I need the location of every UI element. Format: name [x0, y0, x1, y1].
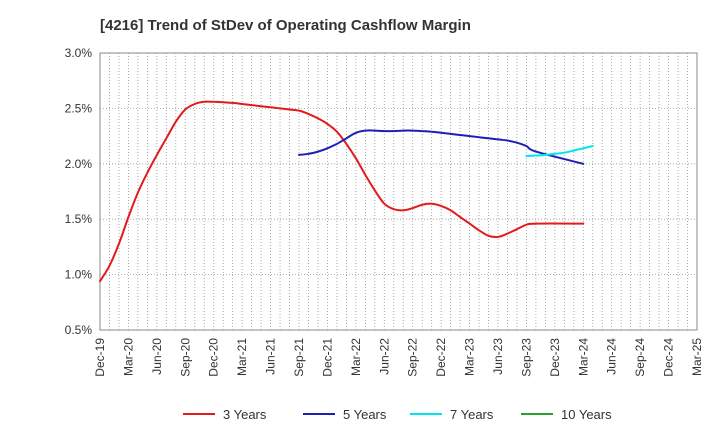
x-tick-label: Jun-22	[377, 338, 391, 375]
x-tick-label: Dec-23	[548, 338, 562, 377]
x-tick-label: Mar-20	[121, 338, 135, 376]
x-tick-label: Sep-23	[519, 338, 533, 377]
y-tick-label: 0.5%	[65, 323, 93, 337]
x-tick-label: Sep-22	[406, 338, 420, 377]
y-axis: 0.5% 1.0% 1.5% 2.0% 2.5% 3.0%	[65, 46, 93, 337]
x-tick-label: Dec-19	[93, 338, 107, 377]
x-tick-label: Dec-24	[662, 338, 676, 377]
legend: 3 Years 5 Years 7 Years 10 Years	[183, 407, 612, 422]
x-tick-label: Sep-21	[292, 338, 306, 377]
series-line-3	[525, 145, 594, 157]
legend-label-2: 5 Years	[343, 407, 387, 422]
y-tick-label: 1.0%	[65, 268, 93, 282]
series-line-2	[298, 129, 585, 165]
x-tick-label: Mar-22	[349, 338, 363, 376]
legend-label-3: 7 Years	[450, 407, 494, 422]
chart-title: [4216] Trend of StDev of Operating Cashf…	[100, 17, 471, 34]
y-tick-label: 2.0%	[65, 157, 93, 171]
x-tick-label: Mar-23	[463, 338, 477, 376]
legend-label-4: 10 Years	[561, 407, 612, 422]
y-tick-label: 1.5%	[65, 212, 93, 226]
x-tick-label: Sep-20	[178, 338, 192, 377]
x-tick-label: Sep-24	[633, 338, 647, 377]
series-line-1	[99, 100, 585, 283]
y-tick-label: 3.0%	[65, 46, 93, 60]
x-tick-label: Dec-20	[207, 338, 221, 377]
x-tick-label: Jun-23	[491, 338, 505, 375]
plot-background	[100, 53, 697, 330]
legend-label-1: 3 Years	[223, 407, 267, 422]
x-tick-label: Jun-20	[150, 338, 164, 375]
x-tick-label: Jun-21	[264, 338, 278, 375]
series-layer	[99, 100, 594, 283]
plot-area	[99, 52, 698, 331]
plot-border	[99, 52, 698, 331]
x-axis: Dec-19 Mar-20 Jun-20 Sep-20 Dec-20 Mar-21 Jun-…	[93, 338, 704, 377]
x-tick-label: Mar-25	[690, 338, 704, 376]
x-tick-label: Dec-21	[320, 338, 334, 377]
x-tick-label: Mar-21	[235, 338, 249, 376]
y-tick-label: 2.5%	[65, 101, 93, 115]
x-tick-label: Jun-24	[605, 338, 619, 375]
x-tick-label: Mar-24	[576, 338, 590, 376]
x-tick-label: Dec-22	[434, 338, 448, 377]
